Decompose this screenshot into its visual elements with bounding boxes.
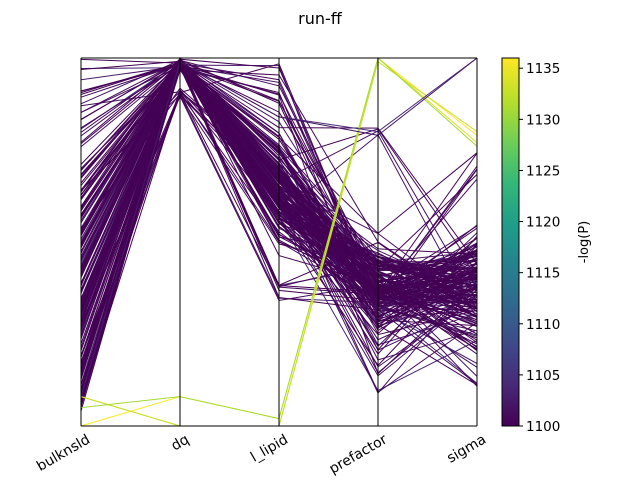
axis-label-prefactor: prefactor: [327, 431, 391, 477]
colorbar-tick-label: 1125: [526, 163, 560, 179]
axis-label-dq: dq: [169, 432, 192, 455]
colorbar-tick-label: 1100: [526, 419, 560, 435]
parallel-axes: [80, 57, 478, 427]
colorbar: 1100 1105 1110 1115 1120 1125 1130 1135 -log(P): [501, 57, 592, 435]
colorbar-tick-label: 1110: [526, 317, 560, 333]
axis-label-l_lipid: l_lipid: [248, 432, 291, 466]
colorbar-tick-label: 1115: [526, 266, 560, 282]
colorbar-ticks: 1100 1105 1110 1115 1120 1125 1130 1135: [519, 61, 560, 435]
axis-label-sigma: sigma: [444, 432, 489, 467]
colorbar-tick-label: 1135: [526, 61, 560, 77]
chart-title: run-ff: [298, 9, 343, 28]
axis-label-bulknsld: bulknsld: [34, 432, 93, 475]
colorbar-label: -log(P): [577, 221, 592, 264]
axis-labels: bulknsld dq l_lipid prefactor sigma: [34, 431, 489, 477]
colorbar-gradient: [501, 57, 520, 427]
colorbar-tick-label: 1130: [526, 112, 560, 128]
colorbar-tick-label: 1105: [526, 368, 560, 384]
colorbar-tick-label: 1120: [526, 215, 560, 231]
